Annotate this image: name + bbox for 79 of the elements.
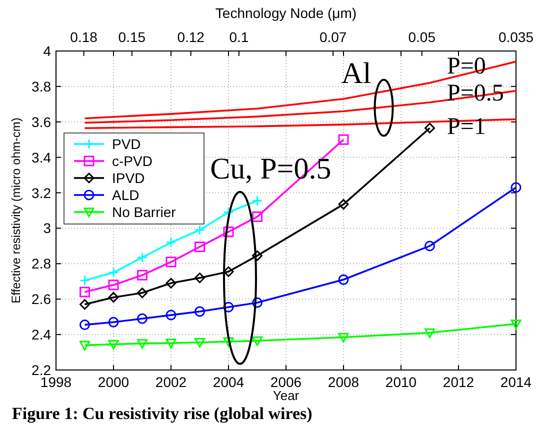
legend-label: IPVD [112,170,145,186]
point [252,297,262,308]
point [166,278,176,288]
x-tick-label: 2004 [212,374,244,390]
point [80,275,90,286]
x-tick-label: 2014 [500,374,532,390]
point [108,267,119,278]
point [338,134,349,145]
y-tick-label: 2.8 [32,256,52,272]
point [338,199,349,210]
point [338,274,349,285]
y-tick-label: 3.8 [32,78,52,94]
point [194,272,205,284]
x-tick-label: 2006 [270,374,302,390]
point [166,237,176,248]
point [252,196,262,206]
x2-tick-label: 0.05 [408,29,436,45]
point [166,338,176,348]
point [108,280,119,290]
x2-axis-title: Technology Node (μm) [215,5,357,21]
legend-label: No Barrier [112,204,176,220]
x-tick-label: 2002 [155,374,187,390]
point [137,252,148,263]
point [194,306,205,317]
x2-tick-label: 0.15 [118,29,146,45]
point [223,226,234,238]
point [424,328,435,338]
x2-tick-label: 0.18 [70,29,98,45]
legend-label: PVD [112,136,141,152]
y-tick-label: 3.4 [32,149,52,166]
point [108,340,119,350]
y-tick-label: 3.6 [32,114,52,130]
point [223,337,234,347]
point [80,340,90,350]
y-tick-label: 3.2 [32,184,52,201]
point [510,182,522,193]
point [194,338,205,348]
point [223,302,234,312]
legend-label: ALD [112,187,140,203]
point [424,122,435,134]
y-tick-label: 2.4 [32,326,52,343]
x-tick-label: 2000 [98,374,130,390]
point [166,256,176,268]
x2-tick-label: 0.1 [229,29,249,45]
x-tick-label: 2008 [328,374,360,390]
point [80,320,90,330]
x2-tick-label: 0.12 [177,29,205,45]
y-tick-label: 3 [43,220,52,236]
point [252,211,262,222]
annotation: P=0 [447,53,486,80]
point [252,336,262,346]
y-tick-label: 2.6 [32,291,52,308]
point [223,266,234,277]
x2-tick-label: 0.035 [498,29,534,45]
point [137,270,148,280]
annotation: Al [341,56,372,90]
point [252,250,262,261]
point [166,310,176,320]
x-tick-label: 2012 [442,374,474,390]
caption: Figure 1: Cu resistivity rise (global wires) [12,404,312,423]
point [137,288,148,298]
x2-tick-label: 0.07 [319,29,347,45]
annotation: P=1 [447,114,486,140]
point [510,320,522,330]
point [137,313,148,324]
y-tick-label: 4 [43,43,52,59]
x-axis-title: Year [272,388,300,403]
point [424,240,435,252]
point [338,332,349,342]
point [194,224,205,236]
point [137,339,148,349]
point [80,286,90,298]
x-tick-label: 2010 [385,374,417,390]
point [80,299,90,310]
legend-label: c-PVD [112,153,152,169]
y-axis-title: Effective resistivity (micro ohm-cm) [9,118,23,304]
point [108,316,119,328]
point [194,242,205,252]
point [108,292,119,303]
